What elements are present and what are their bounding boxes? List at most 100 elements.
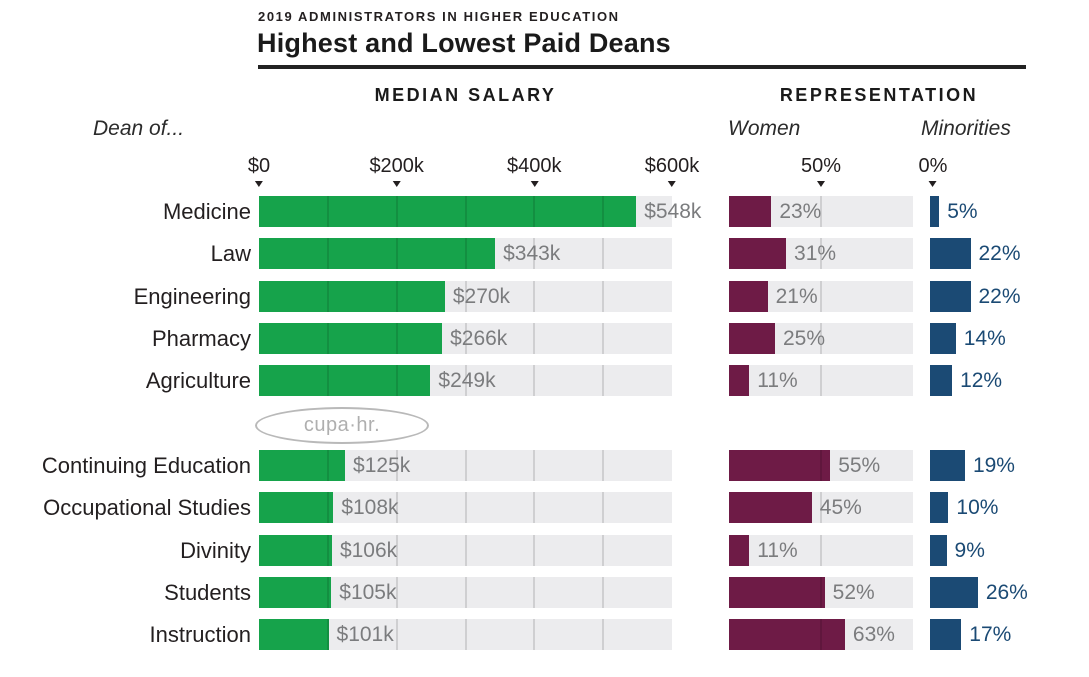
salary-gridline	[395, 492, 398, 524]
women-bar	[729, 534, 750, 566]
salary-gridline	[464, 322, 467, 354]
women-value-label: 31%	[794, 242, 837, 266]
salary-gridline	[464, 492, 467, 524]
salary-gridline	[326, 534, 329, 566]
minorities-bar	[930, 196, 940, 227]
salary-gridline	[533, 492, 536, 524]
women-value-label: 11%	[757, 538, 798, 562]
salary-track: $125k	[259, 450, 672, 481]
women-track: 21%	[729, 280, 913, 312]
salary-bar	[259, 576, 332, 608]
women-value-label: 23%	[779, 200, 822, 223]
minorities-bar	[930, 450, 965, 481]
header-rule	[258, 65, 1026, 69]
women-track: 23%	[729, 196, 913, 227]
salary-gridline	[533, 365, 536, 397]
women-bar	[729, 576, 825, 608]
representation-header: REPRESENTATION	[779, 85, 979, 105]
salary-gridline	[326, 450, 329, 481]
minorities-bar	[930, 238, 971, 270]
minorities-value-label: 19%	[972, 454, 1015, 477]
women-50pct-gridline	[820, 365, 822, 397]
minorities-cell: 14%	[930, 322, 1089, 354]
women-value-label: 25%	[783, 326, 826, 350]
salary-track: $108k	[259, 492, 672, 524]
dean-label: Law	[210, 241, 251, 267]
salary-tick-200k: $200k	[369, 155, 424, 187]
salary-bar	[259, 322, 443, 354]
salary-gridline	[602, 280, 605, 312]
salary-gridline	[326, 619, 329, 651]
salary-track: $106k	[259, 534, 672, 566]
minorities-bar	[930, 280, 971, 312]
minorities-tick-label: 0%	[918, 155, 948, 177]
women-50pct-gridline	[820, 492, 822, 524]
salary-gridline	[464, 576, 467, 608]
salary-tick-label: $400k	[507, 155, 562, 177]
salary-track: $343k	[259, 238, 672, 270]
kicker-text: 2019 ADMINISTRATORS IN HIGHER EDUCATION	[258, 9, 620, 24]
minorities-value-label: 17%	[969, 623, 1012, 647]
minorities-cell: 19%	[930, 450, 1089, 481]
minorities-value-label: 22%	[978, 242, 1021, 266]
salary-gridline	[395, 576, 398, 608]
minorities-value-label: 10%	[956, 496, 999, 520]
women-value-label: 21%	[775, 284, 818, 308]
salary-value-label: $106k	[339, 538, 398, 562]
women-50pct-gridline	[820, 238, 822, 270]
minorities-value-label: 12%	[960, 369, 1003, 393]
salary-tick-label: $200k	[369, 155, 424, 177]
salary-gridline	[602, 619, 605, 651]
salary-bar	[259, 238, 496, 270]
dean-row: Law $343k 31% 22%	[0, 238, 1089, 270]
salary-gridline	[395, 534, 398, 566]
salary-track: $266k	[259, 322, 672, 354]
tick-arrow-icon	[929, 181, 937, 187]
salary-gridline	[602, 238, 605, 270]
salary-gridline	[533, 196, 536, 227]
salary-gridline	[602, 322, 605, 354]
salary-value-label: $343k	[503, 242, 561, 266]
women-bar	[729, 365, 750, 397]
salary-gridline	[464, 280, 467, 312]
women-50pct-gridline	[820, 576, 822, 608]
salary-gridline	[326, 365, 329, 397]
dean-label: Continuing Education	[41, 453, 251, 478]
salary-tick-label: $600k	[644, 155, 700, 177]
salary-track: $270k	[259, 280, 672, 312]
salary-gridline	[533, 619, 536, 651]
minorities-value-label: 26%	[985, 580, 1028, 604]
minorities-value-label: 14%	[963, 326, 1006, 350]
salary-tick-400k: $400k	[507, 155, 562, 187]
dean-label: Pharmacy	[151, 325, 251, 351]
salary-gridline	[602, 450, 605, 481]
minorities-bar	[930, 534, 947, 566]
salary-gridline	[395, 238, 398, 270]
dean-label: Divinity	[180, 537, 251, 563]
women-tick-50pct: 50%	[801, 155, 841, 187]
salary-track: $548k	[259, 196, 701, 227]
women-bar	[729, 619, 845, 651]
women-track: 52%	[729, 576, 913, 608]
salary-value-label: $548k	[644, 200, 702, 223]
women-value-label: 63%	[852, 623, 895, 647]
salary-gridline	[602, 196, 605, 227]
minorities-cell: 12%	[930, 365, 1089, 397]
women-value-label: 11%	[757, 369, 798, 393]
minorities-bar	[930, 576, 978, 608]
salary-bar	[259, 619, 329, 651]
page-title: Highest and Lowest Paid Deans	[257, 28, 671, 58]
women-track: 25%	[729, 322, 913, 354]
women-value-label: 45%	[819, 496, 862, 520]
salary-gridline	[395, 280, 398, 312]
minorities-cell: 10%	[930, 492, 1089, 524]
cupa-hr-logo: cupa·hr.	[255, 407, 429, 444]
dean-label: Engineering	[133, 283, 251, 309]
women-50pct-gridline	[820, 322, 822, 354]
salary-gridline	[533, 450, 536, 481]
salary-gridline	[533, 238, 536, 270]
minorities-bar	[930, 365, 953, 397]
salary-gridline	[533, 280, 536, 312]
minorities-cell: 22%	[930, 280, 1089, 312]
dean-row: Engineering $270k 21% 22%	[0, 280, 1089, 312]
